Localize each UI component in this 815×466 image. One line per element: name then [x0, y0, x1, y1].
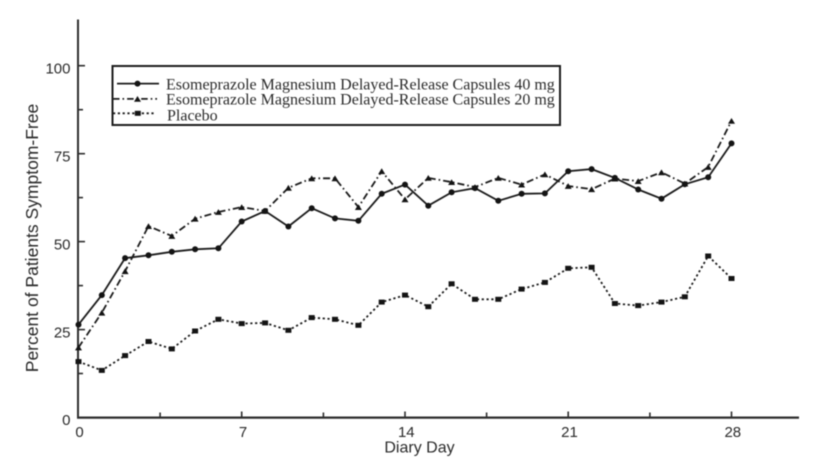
svg-text:Percent of Patients Symptom-Fr: Percent of Patients Symptom-Free — [22, 104, 42, 372]
svg-text:21: 21 — [561, 424, 578, 441]
svg-text:0: 0 — [62, 412, 70, 429]
svg-text:75: 75 — [54, 148, 71, 165]
svg-text:100: 100 — [45, 61, 70, 78]
svg-text:14: 14 — [398, 424, 415, 441]
svg-text:28: 28 — [724, 424, 741, 441]
svg-text:Esomeprazole Magnesium Delayed: Esomeprazole Magnesium Delayed-Release C… — [166, 92, 555, 109]
svg-text:Esomeprazole Magnesium Delayed: Esomeprazole Magnesium Delayed-Release C… — [166, 76, 555, 93]
svg-text:0: 0 — [75, 424, 83, 441]
svg-text:Placebo: Placebo — [167, 107, 218, 124]
svg-text:50: 50 — [54, 236, 71, 253]
svg-text:7: 7 — [239, 424, 247, 441]
svg-text:Diary Day: Diary Day — [384, 440, 454, 457]
svg-text:25: 25 — [54, 324, 71, 341]
